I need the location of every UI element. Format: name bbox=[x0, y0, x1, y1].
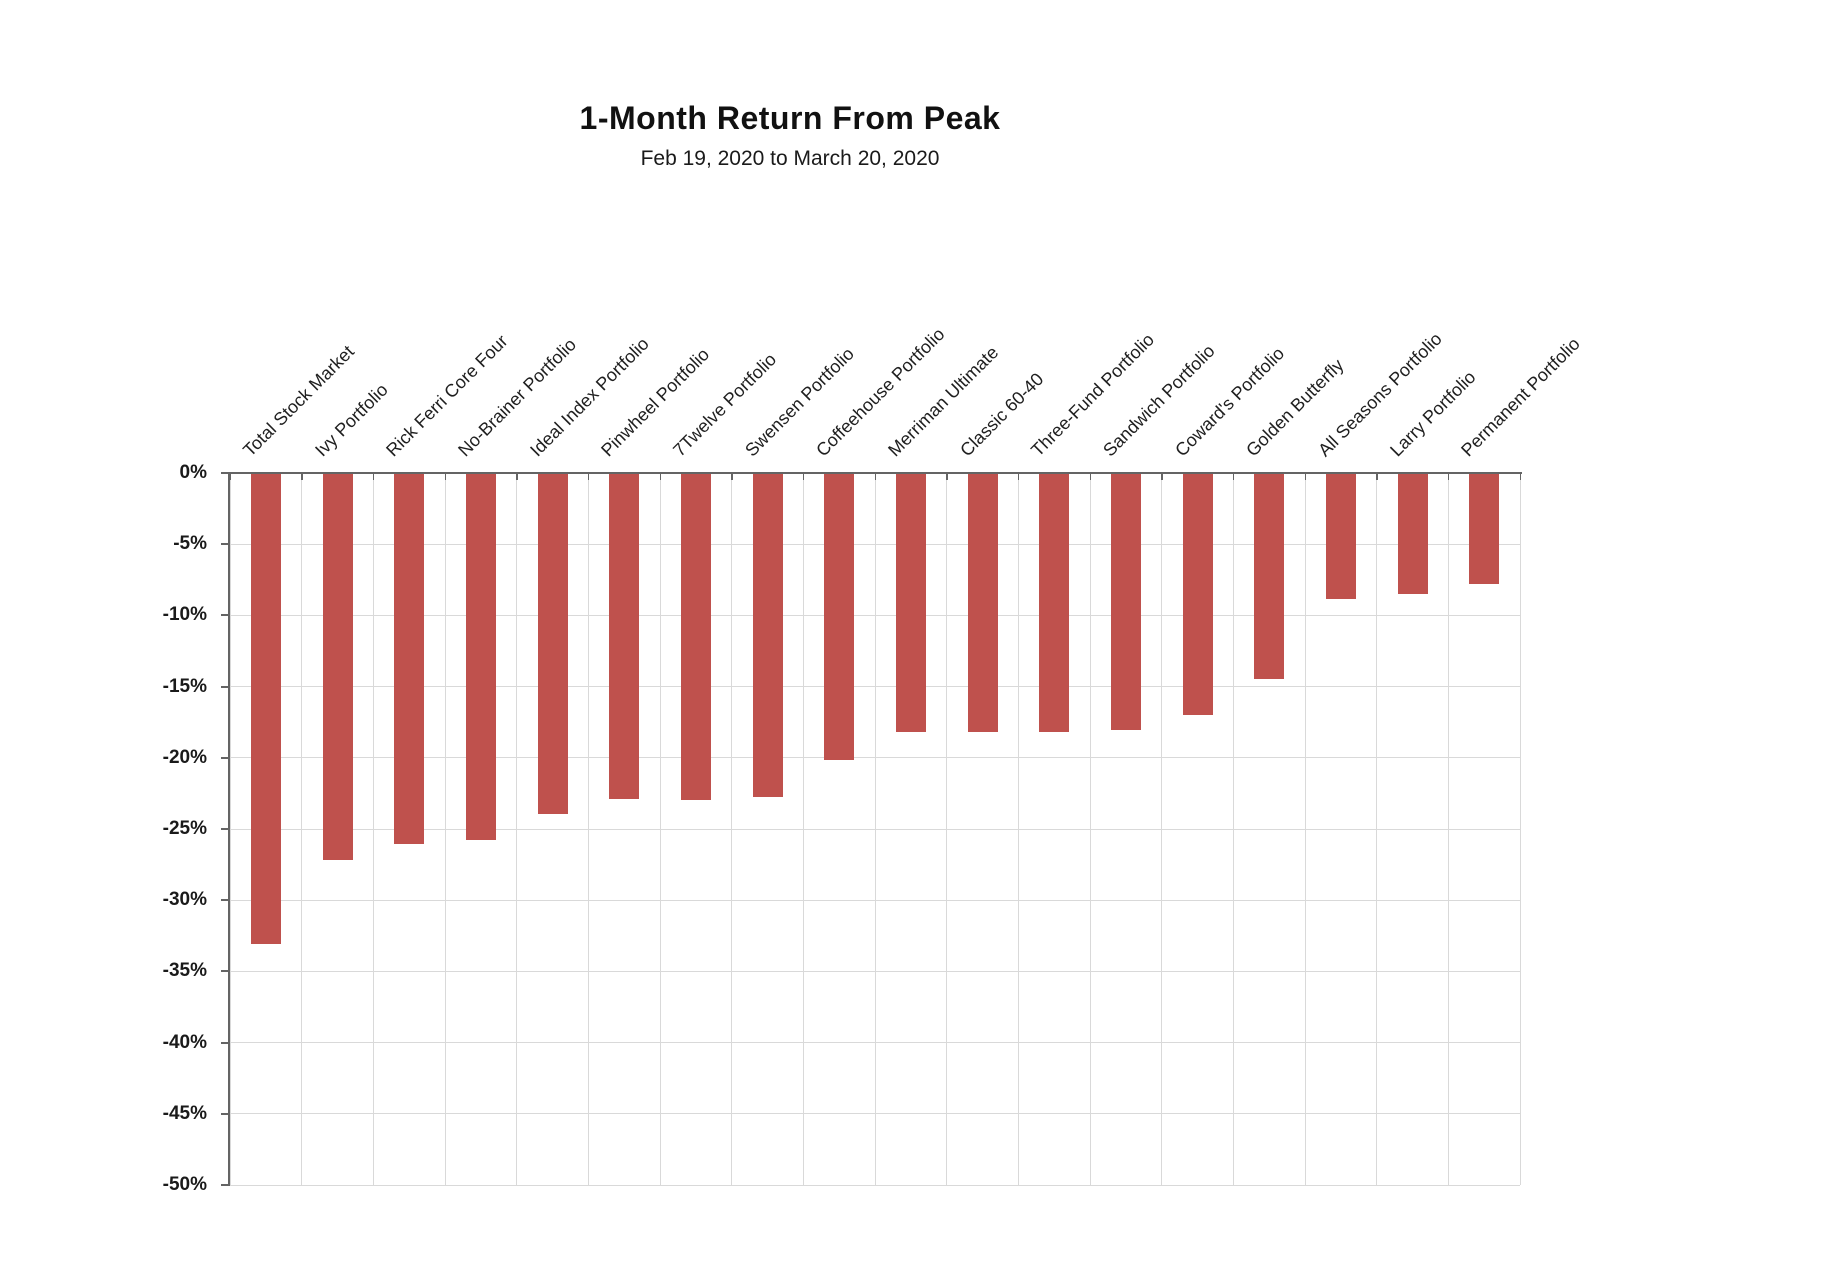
category-axis-tick bbox=[444, 473, 446, 480]
category-axis-tick bbox=[1304, 473, 1306, 480]
y-axis-tick-label: -35% bbox=[162, 960, 207, 982]
y-axis-tick-label: -25% bbox=[162, 818, 207, 839]
y-axis-line bbox=[228, 472, 230, 1186]
category-axis-tick bbox=[1447, 473, 1450, 480]
y-axis-tick bbox=[221, 1184, 230, 1186]
y-axis-tick-label: -15% bbox=[162, 675, 207, 697]
gridline-horizontal bbox=[230, 1184, 1520, 1186]
category-axis-tick bbox=[802, 473, 805, 480]
bar bbox=[752, 474, 783, 798]
category-label: Permanent Portfolio bbox=[1457, 333, 1584, 461]
category-label: Three-Fund Portfolio bbox=[1027, 329, 1159, 461]
bar bbox=[895, 474, 926, 732]
y-axis-tick bbox=[221, 828, 230, 830]
bar bbox=[1182, 474, 1213, 715]
bar bbox=[465, 474, 496, 840]
gridline-horizontal bbox=[230, 1113, 1520, 1115]
y-axis-tick-label: -40% bbox=[162, 1031, 207, 1053]
category-axis-tick bbox=[1232, 473, 1235, 480]
category-axis-tick bbox=[516, 473, 518, 480]
category-axis-tick bbox=[731, 473, 733, 480]
category-axis-tick bbox=[1161, 473, 1163, 480]
category-axis-tick bbox=[1017, 473, 1020, 480]
x-axis-zero-line bbox=[228, 472, 1522, 474]
bar bbox=[394, 474, 425, 845]
y-axis-tick bbox=[221, 1041, 230, 1044]
category-label: All Seasons Portfolio bbox=[1313, 328, 1446, 461]
gridline-horizontal bbox=[230, 543, 1520, 545]
y-axis-tick-label: -5% bbox=[173, 533, 207, 555]
bar bbox=[537, 474, 568, 815]
category-axis-tick bbox=[1089, 473, 1091, 480]
category-axis-tick bbox=[1519, 473, 1521, 480]
y-axis-tick bbox=[221, 543, 230, 546]
y-axis-tick bbox=[221, 685, 230, 688]
category-axis-tick bbox=[587, 473, 590, 480]
y-axis-tick-label: -30% bbox=[162, 889, 207, 911]
bar bbox=[1110, 474, 1141, 731]
category-label: Coffeehouse Portfolio bbox=[812, 323, 949, 461]
gridline-horizontal bbox=[230, 828, 1520, 830]
category-label: Ideal Index Portfolio bbox=[525, 333, 653, 461]
bar bbox=[609, 474, 640, 799]
chart-subtitle: Feb 19, 2020 to March 20, 2020 bbox=[640, 147, 940, 170]
y-axis-tick bbox=[221, 614, 230, 617]
y-axis-tick bbox=[221, 1112, 230, 1115]
category-axis-tick bbox=[946, 473, 948, 480]
bar bbox=[680, 474, 711, 801]
bar bbox=[1469, 474, 1500, 584]
gridline-horizontal bbox=[230, 970, 1520, 972]
gridline-horizontal bbox=[230, 686, 1520, 688]
category-axis-tick bbox=[372, 473, 375, 480]
bar bbox=[1325, 474, 1356, 600]
gridline-horizontal bbox=[230, 899, 1520, 901]
bar bbox=[967, 474, 998, 732]
chart-title: 1-Month Return From Peak bbox=[579, 100, 1001, 136]
category-axis-tick bbox=[659, 473, 661, 480]
gridline-horizontal bbox=[230, 614, 1520, 616]
bar bbox=[250, 474, 281, 944]
category-axis-tick bbox=[874, 473, 876, 480]
y-axis-tick bbox=[221, 472, 230, 474]
bar bbox=[1254, 474, 1285, 680]
gridline-vertical bbox=[1519, 473, 1521, 1185]
category-axis-tick bbox=[1376, 473, 1378, 480]
y-axis-tick bbox=[221, 899, 230, 902]
bar bbox=[1397, 474, 1428, 594]
bar bbox=[1039, 474, 1070, 732]
y-axis-tick-label: 0% bbox=[179, 462, 207, 483]
category-label: Rick Ferri Core Four bbox=[382, 330, 512, 461]
gridline-horizontal bbox=[230, 1042, 1520, 1044]
category-axis-tick bbox=[229, 473, 231, 480]
y-axis-tick-label: -45% bbox=[162, 1102, 207, 1124]
y-axis-tick-label: -50% bbox=[162, 1174, 207, 1195]
title-block: 1-Month Return From Peak Feb 19, 2020 to… bbox=[230, 100, 1350, 171]
category-axis-tick bbox=[301, 473, 303, 480]
y-axis-tick-label: -20% bbox=[162, 746, 207, 768]
gridline-horizontal bbox=[230, 757, 1520, 759]
y-axis-tick bbox=[221, 970, 230, 973]
bar bbox=[824, 474, 855, 761]
y-axis-tick bbox=[221, 756, 230, 759]
bar bbox=[322, 474, 353, 860]
y-axis-tick-label: -10% bbox=[162, 604, 207, 626]
